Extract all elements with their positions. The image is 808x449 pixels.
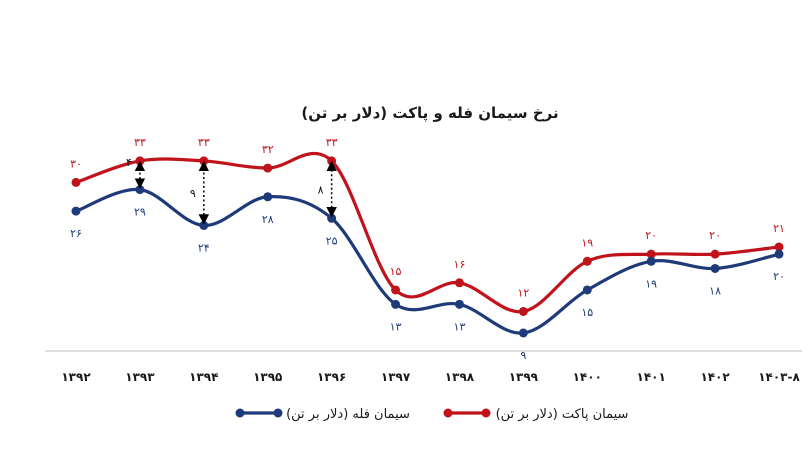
legend-item-label: سیمان فله (دلار بر تن) [286, 407, 410, 422]
data-label: ۳۰ [70, 157, 82, 170]
data-point [263, 163, 273, 173]
series-line-bulk [75, 187, 780, 335]
x-tick-label: ۱۳۹۷ [381, 370, 411, 384]
data-label: ۱۵ [390, 265, 402, 278]
legend-swatch-marker [481, 408, 491, 418]
data-point [199, 220, 209, 230]
data-point [199, 156, 209, 166]
x-tick-label: ۱۳۹۳ [125, 370, 155, 384]
data-point [327, 156, 337, 166]
data-label: ۲۱ [773, 222, 785, 235]
legend-swatch-marker [443, 408, 453, 418]
data-point [518, 328, 528, 338]
data-label: ۱۶ [454, 258, 466, 271]
data-label: ۳۳ [198, 136, 210, 149]
data-point [391, 299, 401, 309]
x-tick-label: ۱۴۰۲ [700, 370, 730, 384]
data-label: ۱۵ [581, 306, 593, 319]
data-point [263, 192, 273, 202]
data-label: ۱۲ [517, 286, 529, 299]
data-point [454, 299, 464, 309]
x-tick-label: ۱۴۰۳-۸ [758, 370, 800, 384]
data-point [710, 249, 720, 259]
data-point [774, 242, 784, 252]
data-point [391, 285, 401, 295]
data-point [582, 285, 592, 295]
x-tick-label: ۱۳۹۹ [509, 370, 539, 384]
data-label: ۲۴ [198, 241, 210, 254]
data-label: ۳۳ [134, 136, 146, 149]
x-tick-label: ۱۳۹۴ [189, 370, 218, 384]
data-label: ۲۹ [134, 206, 146, 219]
legend-item-label: سیمان پاکت (دلار بر تن) [496, 407, 629, 422]
data-point [135, 185, 145, 195]
data-label: ۲۵ [326, 234, 338, 247]
data-label: ۱۹ [645, 277, 657, 290]
data-point [582, 256, 592, 266]
data-point [71, 206, 81, 216]
data-point [646, 256, 656, 266]
data-label: ۱۸ [709, 284, 721, 297]
chart-title: نرخ سیمان فله و پاکت (دلار بر تن) [301, 104, 558, 123]
data-label: ۲۶ [70, 227, 82, 240]
gap-label: ۹ [190, 187, 196, 200]
data-point [518, 306, 528, 316]
data-point [135, 156, 145, 166]
data-label: ۹ [520, 349, 526, 362]
legend-swatch-marker [235, 408, 245, 418]
data-label: ۱۳ [390, 320, 402, 333]
series-line-packet [75, 151, 780, 314]
x-tick-label: ۱۳۹۸ [445, 370, 475, 384]
data-label: ۱۹ [581, 236, 593, 249]
x-tick-label: ۱۳۹۶ [317, 370, 346, 384]
data-point [710, 263, 720, 273]
data-label: ۳۳ [326, 136, 338, 149]
data-label: ۲۰ [709, 229, 721, 242]
data-label: ۲۰ [645, 229, 657, 242]
data-label: ۲۰ [773, 270, 785, 283]
x-tick-label: ۱۳۹۵ [253, 370, 282, 384]
legend-swatch-marker [273, 408, 283, 418]
gap-label: ۴ [126, 156, 132, 169]
x-tick-label: ۱۴۰۱ [637, 370, 666, 384]
data-label: ۲۸ [262, 213, 274, 226]
data-label: ۳۲ [262, 143, 274, 156]
x-tick-label: ۱۴۰۰ [573, 370, 602, 384]
data-point [71, 177, 81, 187]
data-point [454, 278, 464, 288]
x-tick-label: ۱۳۹۲ [61, 370, 91, 384]
data-point [327, 213, 337, 223]
data-point [646, 249, 656, 259]
gap-label: ۸ [318, 184, 324, 197]
data-label: ۱۳ [454, 320, 466, 333]
data-point [774, 249, 784, 259]
